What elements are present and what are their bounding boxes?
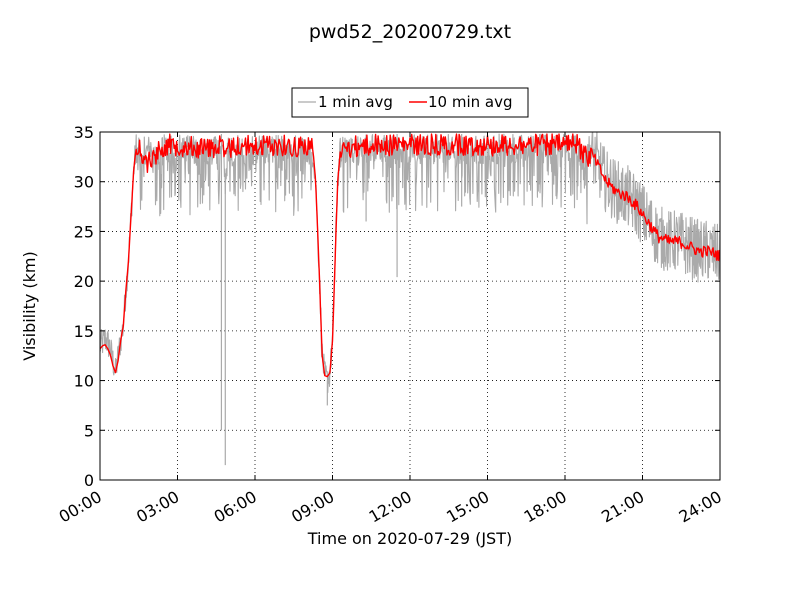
y-tick-label: 5 xyxy=(84,421,94,440)
y-tick-label: 0 xyxy=(84,471,94,490)
y-tick-label: 10 xyxy=(74,372,94,391)
y-tick-label: 15 xyxy=(74,322,94,341)
y-axis: 0 5 10 15 20 25 30 35 xyxy=(74,123,720,490)
plot-area xyxy=(100,132,720,466)
x-tick-label: 09:00 xyxy=(288,487,337,527)
x-tick-label: 03:00 xyxy=(133,487,182,527)
x-axis-label: Time on 2020-07-29 (JST) xyxy=(307,529,512,548)
x-tick-label: 24:00 xyxy=(676,487,725,527)
x-tick-label: 15:00 xyxy=(443,487,492,527)
x-tick-label: 21:00 xyxy=(598,487,647,527)
x-tick-label: 12:00 xyxy=(366,487,415,527)
y-tick-label: 25 xyxy=(74,222,94,241)
y-axis-label: Visibility (km) xyxy=(20,251,39,360)
y-tick-label: 35 xyxy=(74,123,94,142)
y-tick-label: 30 xyxy=(74,173,94,192)
x-tick-label: 06:00 xyxy=(211,487,260,527)
legend-label-10-min-avg: 10 min avg xyxy=(428,93,513,111)
x-tick-label: 18:00 xyxy=(521,487,570,527)
series-line-10-min-avg xyxy=(100,133,720,378)
y-tick-label: 20 xyxy=(74,272,94,291)
x-tick-label: 00:00 xyxy=(56,487,105,527)
legend-label-1-min-avg: 1 min avg xyxy=(318,93,393,111)
chart-title: pwd52_20200729.txt xyxy=(309,21,511,43)
legend: 1 min avg 10 min avg xyxy=(291,87,529,118)
